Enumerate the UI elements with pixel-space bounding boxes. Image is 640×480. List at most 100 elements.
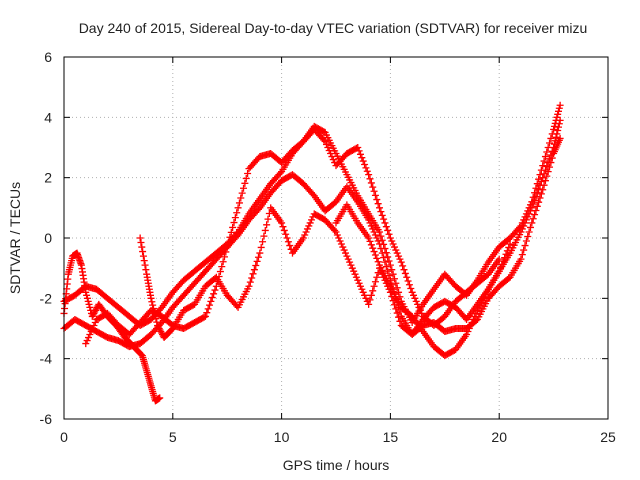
data-point [282,230,290,238]
data-point [347,261,355,269]
data-point [463,331,471,339]
data-point [90,309,98,317]
data-point [90,321,98,329]
data-point [248,274,256,282]
data-point [371,231,379,239]
data-point [82,340,90,348]
data-point [327,150,335,158]
data-point [498,260,506,268]
data-point [253,257,261,265]
data-point [541,153,549,161]
data-point [371,278,379,286]
data-point [299,234,307,242]
data-point [149,301,157,309]
data-point [242,174,250,182]
data-point [283,234,291,242]
data-point [200,313,208,321]
plot-frame [63,56,609,420]
data-point [284,238,292,246]
data-point [384,253,392,261]
series-trace-1 [60,249,164,405]
data-point [524,232,532,240]
data-point [344,255,352,263]
data-point [547,159,555,167]
data-point [333,231,341,239]
y-tick-label: -4 [40,351,53,367]
data-point [381,258,389,266]
data-point [261,226,269,234]
data-point [237,194,245,202]
data-point [505,243,513,251]
data-point [367,179,375,187]
data-point [154,323,162,331]
data-point [157,328,165,336]
data-point [415,303,423,311]
data-point [546,163,554,171]
data-point [155,325,163,332]
data-point [86,303,94,311]
data-point [365,216,373,224]
data-point [324,144,332,151]
data-point [263,221,271,229]
data-point [373,254,381,262]
data-point [540,181,548,189]
data-point [376,204,384,212]
data-point [376,240,384,248]
data-point [377,245,385,253]
data-point [329,156,337,164]
data-point [521,219,529,227]
y-tick-labels: -6 -4 -2 0 2 4 6 [40,49,53,427]
data-point [154,321,162,329]
data-point [550,125,558,133]
x-tick-label: 10 [274,429,290,445]
data-point [223,243,231,251]
data-point [395,288,403,296]
data-point [543,172,551,180]
data-point [308,216,316,224]
y-tick-label: 6 [44,49,52,65]
data-point [374,200,382,208]
data-point [524,213,532,221]
data-point [91,308,99,316]
data-point [355,279,363,287]
data-point [332,228,340,236]
data-point [554,127,562,135]
data-point [370,282,378,290]
y-tick-label: 4 [44,109,52,125]
data-point [137,239,145,247]
data-point [151,311,159,319]
x-tick-label: 5 [169,429,177,445]
data-point [276,169,284,177]
data-point [380,254,388,262]
data-point [260,232,268,240]
data-point [201,312,209,320]
data-point [352,273,360,281]
data-point [404,277,412,285]
data-point [229,223,237,231]
data-point [529,200,537,208]
data-point [147,294,155,302]
data-point [301,231,309,239]
data-point [378,236,386,244]
data-point [469,315,477,323]
data-point [89,325,97,332]
data-point [320,136,328,144]
data-point [361,291,369,299]
data-point [256,249,264,257]
data-point [382,263,390,271]
data-point [465,325,473,332]
data-point [85,300,93,308]
data-point [553,113,561,121]
data-point [369,244,377,252]
data-point [340,246,348,254]
data-point [279,223,287,231]
data-point [227,228,235,236]
data-point [385,230,393,238]
data-point [411,294,419,302]
data-point [365,234,373,242]
data-point [403,273,411,281]
data-point [393,284,401,292]
data-point [233,209,241,217]
data-point [378,211,386,219]
